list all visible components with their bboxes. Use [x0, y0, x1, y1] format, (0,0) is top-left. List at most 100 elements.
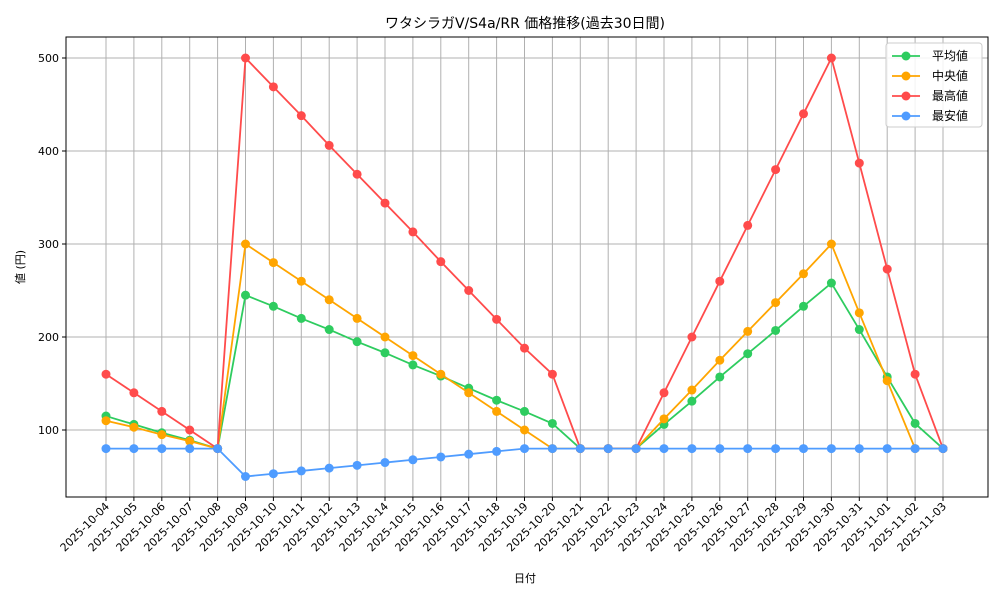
y-axis-ticks: 100 200 300 400 500	[38, 52, 66, 437]
grid-lines	[66, 37, 988, 497]
legend-item: 最高値	[892, 88, 968, 103]
data-point	[380, 198, 390, 208]
data-point	[520, 343, 529, 353]
data-point	[324, 463, 334, 473]
data-point	[492, 395, 502, 405]
data-point	[882, 444, 892, 454]
series-line	[101, 444, 948, 481]
data-point	[268, 258, 278, 268]
data-point	[715, 372, 725, 382]
x-axis-label: 日付	[514, 572, 536, 585]
data-point	[324, 325, 334, 335]
data-point	[129, 388, 139, 398]
x-axis-ticks: 2025-10-042025-10-052025-10-062025-10-07…	[58, 497, 949, 554]
data-point	[352, 313, 362, 323]
data-series	[101, 53, 948, 481]
data-point	[101, 416, 111, 426]
data-point	[547, 418, 557, 428]
data-point	[826, 239, 836, 249]
data-point	[241, 239, 250, 249]
data-point	[910, 369, 920, 379]
legend-label: 最安値	[932, 108, 968, 123]
data-point	[185, 444, 195, 454]
data-point	[408, 455, 418, 465]
data-point	[715, 276, 725, 286]
data-point	[771, 325, 781, 335]
data-point	[129, 422, 139, 432]
data-point	[826, 444, 836, 454]
data-point	[185, 436, 195, 446]
legend-label: 最高値	[932, 88, 968, 103]
data-point	[743, 220, 753, 230]
data-point	[492, 314, 502, 324]
data-point	[296, 111, 306, 121]
data-point	[464, 388, 474, 398]
data-point	[380, 332, 390, 342]
data-point	[268, 469, 278, 479]
data-point	[910, 444, 920, 454]
data-point	[157, 444, 167, 454]
data-point	[771, 444, 781, 454]
data-point	[659, 388, 669, 398]
chart-title: ワタシラガV/S4a/RR 価格推移(過去30日間)	[385, 16, 665, 32]
data-point	[910, 418, 920, 428]
data-point	[241, 290, 250, 300]
data-point	[129, 444, 139, 454]
data-point	[296, 466, 306, 476]
data-point	[743, 326, 753, 336]
data-point	[854, 325, 864, 335]
data-point	[938, 444, 948, 454]
data-point	[408, 351, 418, 361]
data-point	[799, 444, 808, 454]
data-point	[799, 301, 808, 311]
y-tick-label: 300	[38, 238, 59, 251]
data-point	[575, 444, 585, 454]
data-point	[380, 348, 390, 358]
legend-item: 平均値	[892, 48, 968, 63]
data-point	[157, 406, 167, 416]
data-point	[296, 276, 306, 286]
data-point	[352, 169, 362, 179]
data-point	[296, 313, 306, 323]
data-point	[241, 472, 250, 481]
plot-area	[65, 36, 989, 498]
y-axis-label: 値 (円)	[14, 250, 27, 284]
data-point	[352, 460, 362, 470]
legend-label: 平均値	[932, 48, 968, 63]
data-point	[687, 332, 697, 342]
data-point	[826, 278, 836, 288]
y-tick-label: 400	[38, 145, 59, 158]
data-point	[799, 269, 808, 279]
y-tick-label: 100	[38, 424, 59, 437]
data-point	[520, 444, 529, 454]
data-point	[631, 444, 641, 454]
data-point	[799, 109, 808, 119]
data-point	[380, 458, 390, 468]
data-point	[241, 53, 250, 63]
data-point	[547, 369, 557, 379]
data-point	[743, 444, 753, 454]
data-point	[408, 227, 418, 237]
data-point	[492, 446, 502, 456]
data-point	[520, 406, 529, 416]
data-point	[882, 376, 892, 386]
data-point	[547, 444, 557, 454]
y-tick-label: 200	[38, 331, 59, 344]
data-point	[213, 444, 223, 454]
data-point	[101, 369, 111, 379]
data-point	[715, 444, 725, 454]
data-point	[157, 430, 167, 440]
data-point	[659, 414, 669, 424]
data-point	[715, 355, 725, 365]
data-point	[101, 444, 111, 454]
data-point	[743, 349, 753, 359]
data-point	[436, 452, 446, 462]
legend-label: 中央値	[932, 68, 968, 83]
data-point	[687, 444, 697, 454]
data-point	[492, 406, 502, 416]
data-point	[352, 337, 362, 347]
data-point	[464, 286, 474, 295]
data-point	[687, 385, 697, 395]
